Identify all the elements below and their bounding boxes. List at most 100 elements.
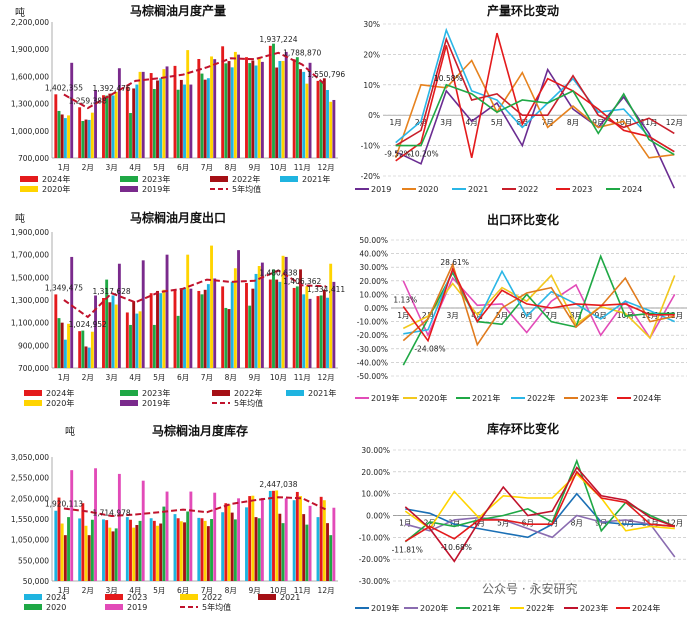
data-label: 10.58% bbox=[434, 74, 463, 83]
bar-2022年-4月 bbox=[132, 301, 136, 368]
bar-2019年-3月 bbox=[117, 263, 121, 368]
stock-change-line-chart: 库存环比变化 -30.00% -20.00% -10.00% 0.00% 10.00% 20… bbox=[345, 415, 698, 620]
y-tick-label: -20.00% bbox=[357, 331, 388, 340]
bar-2024年-9月 bbox=[245, 283, 248, 368]
y-tick-label: 20% bbox=[363, 50, 380, 59]
legend-label: 2021 bbox=[280, 593, 300, 602]
x-tick-label: 1月 bbox=[399, 519, 411, 528]
bar-2023-11月 bbox=[295, 491, 299, 581]
legend-swatch bbox=[258, 594, 276, 600]
x-tick-label: 10月 bbox=[270, 373, 287, 382]
line-series-2023 bbox=[395, 32, 675, 162]
x-tick-label: 12月 bbox=[318, 373, 335, 382]
legend-label: 2023年 bbox=[580, 603, 608, 613]
bar-2019年-5月 bbox=[165, 254, 169, 368]
x-tick-label: 9月 bbox=[592, 118, 604, 127]
x-tick-label: 11月 bbox=[294, 586, 311, 595]
bar-2021年-11月 bbox=[302, 294, 306, 368]
bar-2019-10月 bbox=[284, 498, 288, 581]
bar-2019年-12月 bbox=[332, 99, 336, 158]
bar-2019-8月 bbox=[237, 498, 240, 581]
bar-2020-5月 bbox=[162, 506, 166, 581]
data-label: -10.20% bbox=[407, 150, 438, 159]
bar-2022年-8月 bbox=[227, 61, 231, 158]
line-series-2024年 bbox=[402, 266, 675, 343]
bar-2021年-12月 bbox=[326, 297, 329, 368]
legend-label: 5年均值 bbox=[232, 184, 261, 194]
legend-swatch bbox=[120, 400, 138, 406]
bar-2019年-1月 bbox=[70, 62, 74, 158]
legend-label: 2021年 bbox=[472, 603, 500, 613]
legend-swatch bbox=[212, 390, 230, 396]
legend-swatch bbox=[105, 604, 123, 610]
bar-2023-2月 bbox=[81, 503, 85, 581]
bar-2020年-11月 bbox=[305, 286, 309, 368]
data-label: 1,392,476 bbox=[92, 84, 130, 93]
x-tick-label: 7月 bbox=[201, 586, 213, 595]
legend-label: 2023年 bbox=[142, 388, 170, 398]
bar-2024年-8月 bbox=[221, 286, 225, 368]
bar-2019-11月 bbox=[308, 505, 312, 581]
bar-2022年-5月 bbox=[156, 80, 159, 158]
data-label: 1,259,388 bbox=[69, 96, 107, 105]
data-label: 1,334,411 bbox=[307, 285, 345, 294]
bar-2021-8月 bbox=[230, 512, 234, 581]
bar-2020年-10月 bbox=[281, 60, 285, 159]
x-tick-label: 7月 bbox=[201, 373, 213, 382]
bar-2022-1月 bbox=[60, 523, 64, 581]
y-tick-label: -10.00% bbox=[359, 533, 390, 542]
bar-2021年-2月 bbox=[87, 119, 91, 158]
bar-2020年-8月 bbox=[233, 51, 237, 158]
data-label: 1,024,952 bbox=[69, 320, 107, 329]
bar-2023-5月 bbox=[152, 520, 156, 581]
data-label: -11.81% bbox=[392, 545, 423, 554]
x-tick-label: 10月 bbox=[615, 118, 632, 127]
bar-2020-7月 bbox=[210, 519, 213, 581]
legend-swatch bbox=[180, 594, 198, 600]
bar-2024年-7月 bbox=[197, 290, 201, 368]
bar-2023年-4月 bbox=[129, 113, 132, 158]
x-tick-label: 1月 bbox=[58, 163, 70, 172]
y-axis-unit: 吨 bbox=[15, 212, 25, 225]
bar-2019年-4月 bbox=[141, 260, 145, 368]
legend-label: 5年均值 bbox=[234, 398, 263, 408]
x-tick-label: 1月 bbox=[390, 118, 402, 127]
bar-2021年-8月 bbox=[230, 281, 234, 368]
watermark-text: 公众号 · 永安研究 bbox=[482, 582, 578, 596]
y-tick-label: -10% bbox=[361, 142, 380, 151]
legend-swatch bbox=[286, 390, 304, 396]
bar-2021年-2月 bbox=[87, 347, 91, 368]
x-tick-label: 4月 bbox=[129, 373, 141, 382]
bar-2022年-6月 bbox=[179, 79, 183, 158]
line-series-2023年 bbox=[404, 466, 676, 563]
bar-2021-4月 bbox=[135, 525, 139, 581]
chart-title: 马棕榈油月度出口 bbox=[130, 210, 226, 225]
bar-2021年-9月 bbox=[254, 273, 258, 368]
bar-2023-7月 bbox=[200, 518, 204, 581]
bar-2021年-4月 bbox=[135, 313, 139, 368]
data-label: 1,920,113 bbox=[45, 500, 83, 509]
bar-2022年-6月 bbox=[179, 288, 183, 368]
data-label: -10.68% bbox=[441, 543, 472, 552]
legend-label: 2021年 bbox=[308, 388, 336, 398]
line-series-2024年 bbox=[404, 470, 675, 542]
data-label: 1,406,362 bbox=[283, 277, 321, 286]
bar-2019-4月 bbox=[141, 480, 145, 581]
bar-2019-2月 bbox=[94, 468, 97, 581]
y-tick-label: 900,000 bbox=[18, 341, 49, 350]
x-tick-label: 2月 bbox=[82, 586, 94, 595]
x-tick-label: 8月 bbox=[225, 586, 237, 595]
bar-2019年-3月 bbox=[117, 68, 121, 158]
bar-2020年-3月 bbox=[114, 304, 118, 368]
x-tick-label: 8月 bbox=[225, 373, 237, 382]
legend-label: 2023年 bbox=[142, 174, 170, 184]
bar-2022年-8月 bbox=[227, 309, 231, 368]
bar-2020年-9月 bbox=[257, 57, 261, 158]
bar-2021-10月 bbox=[278, 513, 282, 581]
bar-2019-7月 bbox=[213, 492, 217, 581]
legend-swatch bbox=[24, 604, 42, 610]
bar-2023年-2月 bbox=[81, 330, 85, 368]
export-bar-chart: 马棕榈油月度出口 吨 700,000 900,000 1,100,000 1,300,00… bbox=[0, 208, 346, 413]
bar-2020年-1月 bbox=[67, 115, 70, 158]
bar-2021年-11月 bbox=[302, 71, 306, 158]
